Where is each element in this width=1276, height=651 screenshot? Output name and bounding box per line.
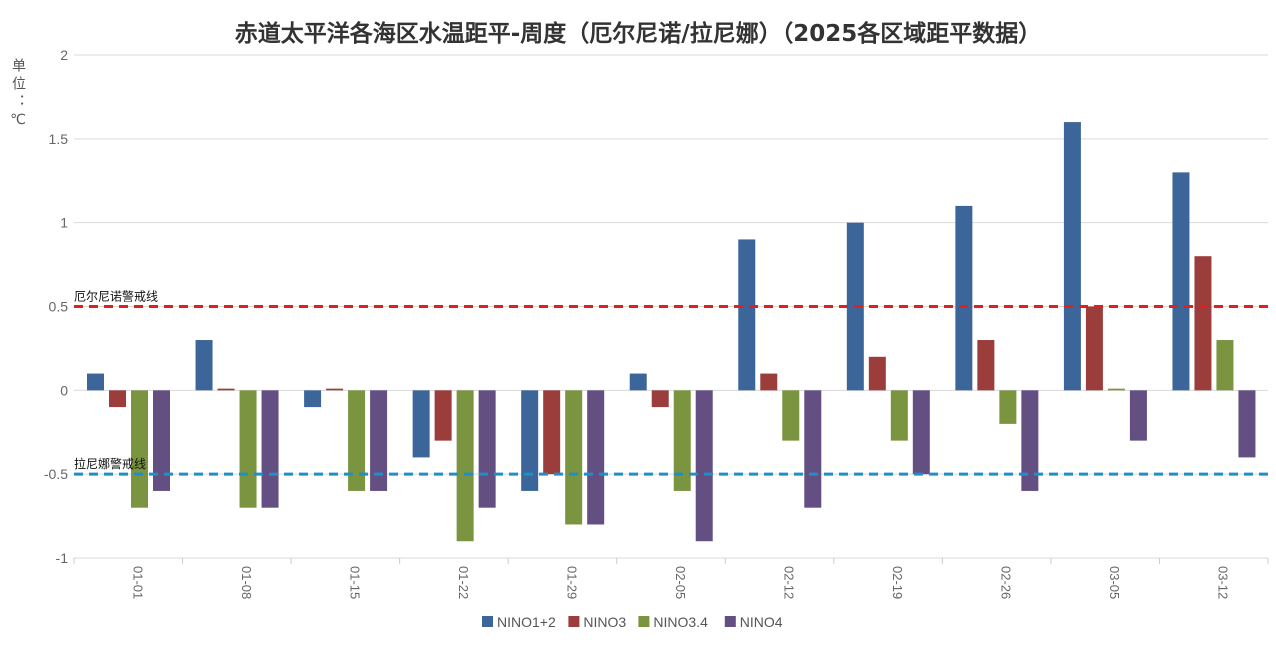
x-tick-label: 02-05 [673,566,688,599]
bar-nino12 [955,205,973,391]
legend-swatch [638,616,650,627]
bar-nino4 [804,390,822,508]
bar-nino34 [131,390,148,508]
reference-line-label: 拉尼娜警戒线 [74,456,146,471]
bar-nino3 [868,356,886,391]
bar-nino12 [738,239,756,391]
bar-nino34 [890,390,908,441]
bar-nino4 [1021,390,1039,491]
x-tick-label: 02-19 [890,566,905,599]
y-tick-label: -0.5 [44,466,68,482]
bar-nino3 [543,390,561,475]
y-tick-label: 0 [60,382,68,398]
y-tick-label: 2 [60,47,68,63]
bar-nino4 [1238,390,1256,458]
legend-label: NINO3.4 [653,614,708,630]
bar-nino3 [760,373,778,391]
x-tick-label: 01-01 [130,566,145,599]
legend-swatch [724,616,736,627]
reference-line-label: 厄尔尼诺警戒线 [74,289,158,304]
y-axis-label: 单位：℃ [10,58,26,132]
bar-nino12 [1172,172,1190,391]
bar-nino4 [370,390,388,491]
legend-label: NINO1+2 [497,614,556,630]
x-tick-label: 01-15 [347,566,362,599]
bar-nino3 [109,390,126,408]
y-tick-label: 1.5 [49,131,69,147]
y-tick-label: 0.5 [49,299,69,315]
bar-nino4 [478,390,496,508]
bar-nino34 [239,390,257,508]
bar-nino3 [651,390,669,408]
x-tick-label: 01-29 [564,566,579,599]
x-tick-label: 03-05 [1107,566,1122,599]
bar-nino34 [348,390,366,491]
bar-nino3 [1085,306,1103,391]
legend-swatch [568,616,580,627]
bar-nino34 [1107,388,1125,391]
bar-nino34 [1216,340,1234,391]
bar-nino4 [912,390,930,475]
bar-nino34 [565,390,583,525]
bar-nino3 [217,388,235,391]
x-tick-label: 01-08 [239,566,254,599]
legend-label: NINO4 [740,614,783,630]
bar-nino4 [1129,390,1147,441]
bar-nino34 [782,390,800,441]
x-tick-label: 02-26 [999,566,1014,599]
bar-nino3 [1194,256,1212,391]
bar-nino12 [304,390,322,408]
bar-nino12 [195,340,213,391]
y-tick-label: -1 [56,550,69,566]
bar-nino34 [999,390,1017,424]
bar-nino3 [977,340,995,391]
x-tick-label: 02-12 [782,566,797,599]
y-tick-label: 1 [60,215,68,231]
bar-nino3 [326,388,344,391]
bar-nino12 [412,390,430,458]
x-tick-label: 03-12 [1216,566,1231,599]
bar-nino12 [629,373,647,391]
bar-nino4 [261,390,279,508]
legend-label: NINO3 [583,614,626,630]
bar-nino4 [695,390,713,542]
bar-nino3 [434,390,452,441]
bar-nino4 [153,390,170,491]
bar-nino12 [87,373,104,391]
bar-nino34 [673,390,691,491]
bar-nino34 [456,390,474,542]
chart-title: 赤道太平洋各海区水温距平-周度（厄尔尼诺/拉尼娜）（2025各区域距平数据） [234,21,1042,47]
legend-swatch [482,616,493,627]
bar-nino4 [587,390,605,525]
bar-nino12 [521,390,539,491]
x-tick-label: 01-22 [456,566,471,599]
bar-nino12 [1063,122,1081,391]
